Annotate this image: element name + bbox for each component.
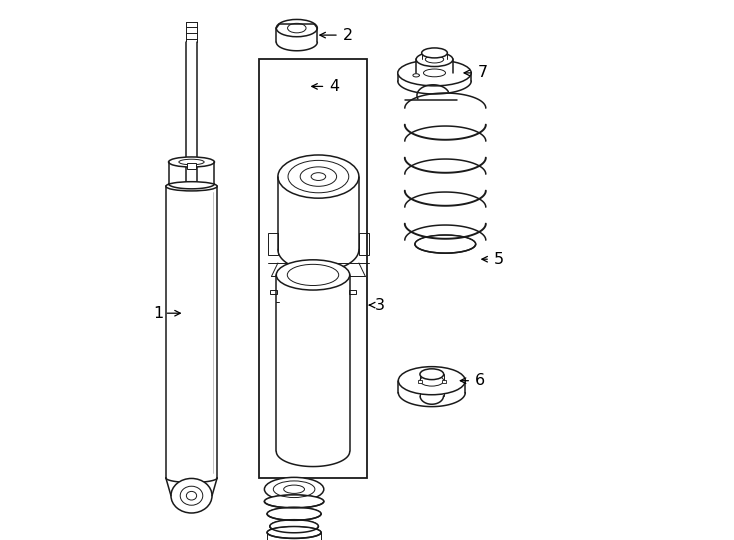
Text: 1: 1 bbox=[153, 306, 164, 321]
Ellipse shape bbox=[270, 519, 319, 533]
Ellipse shape bbox=[166, 181, 217, 191]
Text: 5: 5 bbox=[494, 252, 504, 267]
Text: 3: 3 bbox=[375, 298, 385, 313]
Text: 2: 2 bbox=[343, 28, 353, 43]
Ellipse shape bbox=[420, 369, 443, 380]
Ellipse shape bbox=[264, 495, 324, 508]
Ellipse shape bbox=[398, 60, 471, 86]
Bar bbox=[276, 275, 349, 459]
Bar bbox=[268, 233, 278, 255]
Text: 7: 7 bbox=[478, 65, 488, 80]
Bar bbox=[418, 380, 422, 383]
Ellipse shape bbox=[416, 52, 453, 66]
Text: 4: 4 bbox=[330, 79, 339, 94]
Bar bbox=[259, 59, 367, 478]
Ellipse shape bbox=[169, 157, 214, 167]
Bar bbox=[186, 42, 197, 181]
Ellipse shape bbox=[421, 48, 447, 58]
Bar bbox=[259, 59, 367, 478]
Bar bbox=[166, 186, 217, 478]
Ellipse shape bbox=[399, 367, 465, 395]
Bar bbox=[270, 289, 277, 294]
Bar bbox=[187, 163, 196, 168]
Ellipse shape bbox=[171, 478, 212, 513]
Ellipse shape bbox=[276, 19, 317, 37]
Ellipse shape bbox=[267, 526, 321, 538]
Ellipse shape bbox=[276, 260, 349, 290]
Ellipse shape bbox=[267, 507, 321, 521]
Ellipse shape bbox=[415, 235, 476, 253]
Text: 6: 6 bbox=[475, 373, 485, 388]
Ellipse shape bbox=[264, 477, 324, 501]
Bar bbox=[349, 289, 356, 294]
Bar bbox=[442, 380, 446, 383]
Bar bbox=[169, 162, 214, 186]
Bar bbox=[359, 233, 368, 255]
Ellipse shape bbox=[278, 155, 359, 198]
